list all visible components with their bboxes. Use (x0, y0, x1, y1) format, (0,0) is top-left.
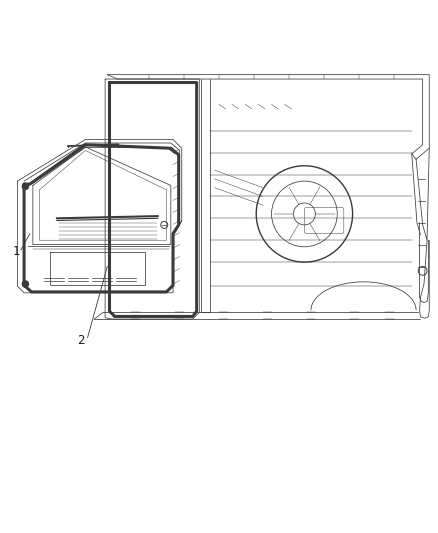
Text: 2: 2 (77, 335, 85, 348)
Circle shape (22, 183, 28, 189)
Circle shape (22, 281, 28, 287)
Text: 1: 1 (13, 245, 21, 257)
